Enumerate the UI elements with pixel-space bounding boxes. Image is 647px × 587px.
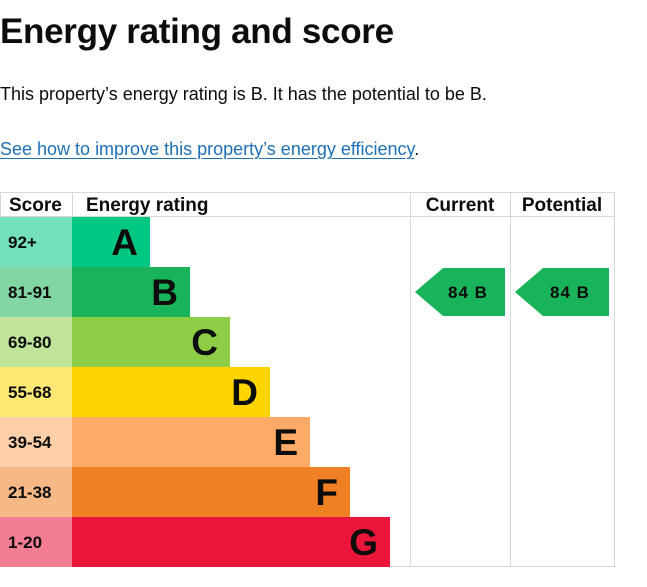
band-bar-b	[72, 267, 190, 317]
current-marker	[415, 268, 505, 316]
band-letter-a: A	[111, 222, 138, 263]
score-cell-c	[0, 317, 72, 367]
header-score: Score	[9, 195, 62, 216]
score-cell-b	[0, 267, 72, 317]
rating-summary: This property’s energy rating is B. It h…	[0, 84, 487, 104]
band-letter-b: B	[151, 272, 178, 313]
band-letter-f: F	[315, 472, 338, 513]
score-label-a: 92+	[8, 233, 37, 252]
band-bar-d	[72, 367, 270, 417]
header-current: Current	[426, 195, 495, 216]
score-label-g: 1-20	[8, 533, 42, 552]
band-bar-g	[72, 517, 390, 567]
page-title: Energy rating and score	[0, 12, 394, 51]
score-label-f: 21-38	[8, 483, 51, 502]
chart-bands: 92+ A 81-91 B 69-80 C 55-68 D 39-54 E 21-38 F 1-20 G	[0, 217, 390, 567]
band-letter-g: G	[349, 522, 378, 563]
band-bar-a	[72, 217, 150, 267]
header-potential: Potential	[522, 195, 602, 216]
chart-markers: 84 B 84 B	[415, 268, 609, 316]
band-letter-e: E	[273, 422, 298, 463]
potential-marker-label: 84 B	[550, 283, 590, 302]
band-bar-f	[72, 467, 350, 517]
band-letter-d: D	[231, 372, 258, 413]
energy-rating-chart: 92+ A81-91 B69-80 C55-68 D39-54 E21-38 F1-20 G …	[0, 192, 615, 567]
score-cell-d	[0, 367, 72, 417]
improve-link-line: See how to improve this property’s energ…	[0, 139, 419, 160]
current-marker-label: 84 B	[448, 283, 488, 302]
chart-headers: Score Energy rating Current Potential	[9, 195, 602, 216]
link-suffix: .	[414, 139, 420, 159]
score-cell-f	[0, 467, 72, 517]
band-bar-c	[72, 317, 230, 367]
score-label-b: 81-91	[8, 283, 51, 302]
score-cell-e	[0, 417, 72, 467]
band-bar-e	[72, 417, 310, 467]
improve-efficiency-link[interactable]: See how to improve this property’s energ…	[0, 139, 415, 159]
score-cell-a	[0, 217, 72, 267]
potential-marker	[515, 268, 609, 316]
score-label-c: 69-80	[8, 333, 51, 352]
score-label-d: 55-68	[8, 383, 51, 402]
header-energy-rating: Energy rating	[86, 195, 208, 216]
score-cell-g	[0, 517, 72, 567]
band-letter-c: C	[191, 322, 218, 363]
score-label-e: 39-54	[8, 433, 52, 452]
